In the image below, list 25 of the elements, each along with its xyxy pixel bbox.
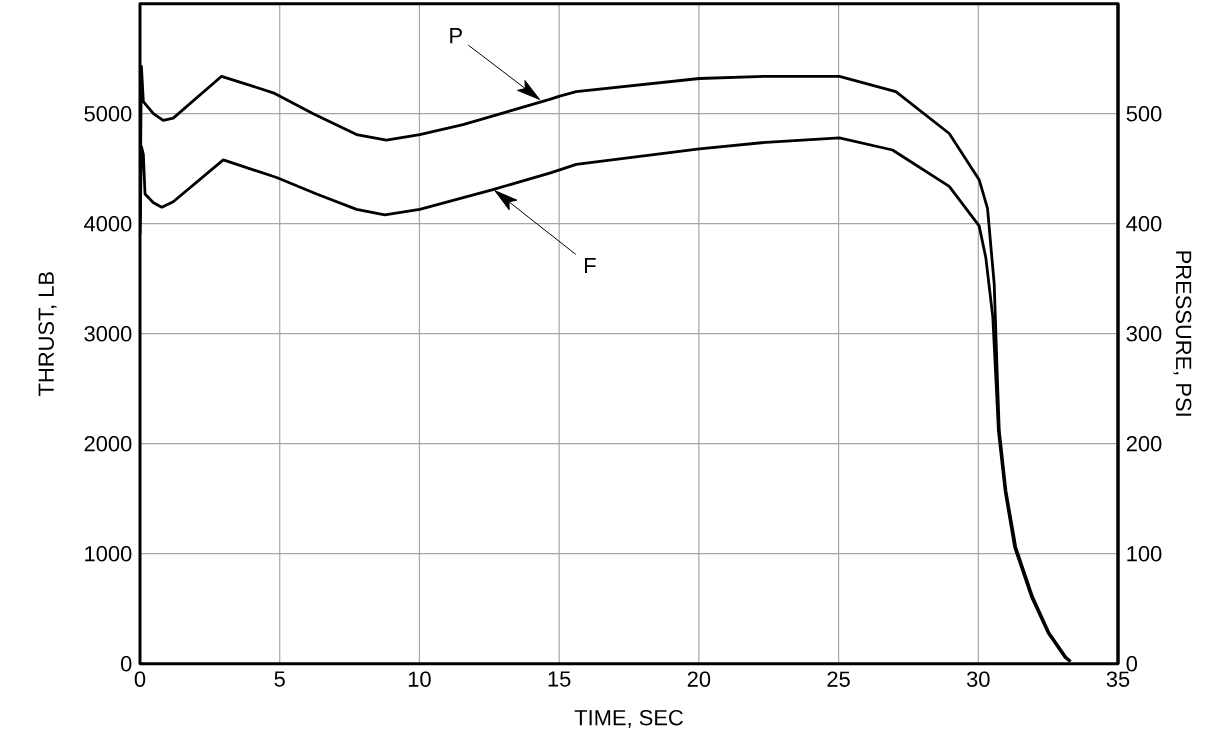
y-tick-label: 3000: [84, 325, 132, 342]
x-tick-label: 0: [134, 671, 146, 687]
x-tick-label: 20: [687, 671, 711, 687]
y2-tick-label: 500: [1126, 105, 1162, 122]
y-tick-label: 5000: [84, 105, 132, 122]
y2-tick-label: 300: [1126, 325, 1162, 342]
y2-tick-label: 200: [1126, 435, 1162, 452]
y2-tick-label: 400: [1126, 215, 1162, 232]
y-tick-label: 2000: [84, 435, 132, 452]
x-tick-label: 30: [966, 671, 990, 687]
y2-tick-label: 100: [1127, 545, 1162, 562]
x-tick-label: 25: [827, 671, 850, 687]
x-tick-label: 10: [408, 671, 431, 687]
y-tick-label: 4000: [84, 215, 132, 232]
y2-axis-title: PRESSURE, PSI: [1173, 251, 1192, 416]
y-axis-title: THRUST, LB: [38, 272, 57, 396]
y-tick-label: 1000: [85, 545, 132, 562]
x-tick-label: 35: [1106, 671, 1130, 687]
x-tick-label: 15: [548, 671, 571, 687]
annotation: P: [450, 28, 462, 44]
y-tick-label: 0: [120, 655, 132, 672]
y2-tick-label: 0: [1126, 655, 1138, 672]
annotation: F: [585, 257, 596, 274]
x-tick-label: 5: [274, 671, 285, 687]
x-axis-title: TIME, SEC: [574, 709, 683, 729]
